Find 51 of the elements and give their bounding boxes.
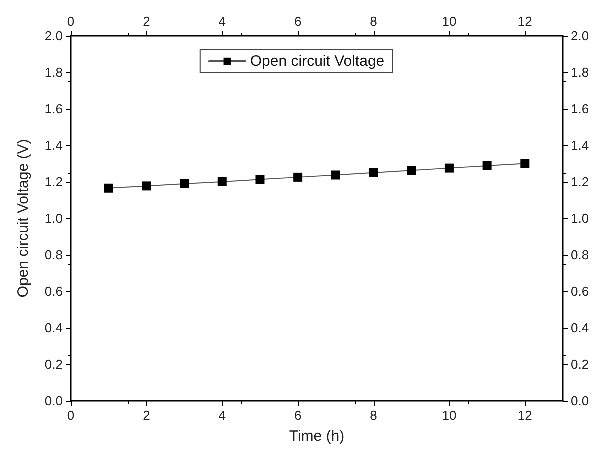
y2-tick-label: 1.6 (571, 102, 590, 116)
y2-tick-label: 0.2 (571, 357, 590, 372)
x2-tick-label: 2 (143, 14, 150, 29)
y-tick-label: 2.0 (44, 28, 63, 44)
y-tick-label: 0.4 (44, 320, 63, 336)
x-axis-title: Time (h) (289, 428, 345, 445)
y-tick-label: 0.2 (44, 357, 63, 372)
x-tick-label: 8 (370, 408, 378, 423)
point (180, 180, 190, 189)
point (142, 182, 152, 191)
y-tick-label: 1.4 (44, 138, 63, 153)
y-tick-label: 0.6 (44, 284, 63, 299)
point (218, 178, 227, 186)
point (444, 164, 454, 173)
x2-tick-label: 0 (67, 14, 75, 29)
y2-tick-label: 0.4 (571, 320, 590, 336)
y2-tick-label: 0.8 (571, 248, 590, 262)
y2-tick-label: 1.0 (571, 211, 590, 226)
y-tick-label: 0.8 (44, 248, 63, 262)
y2-tick-label: 0.6 (571, 284, 590, 299)
y2-tick-label: 2.0 (571, 28, 590, 44)
x2-tick-label: 12 (518, 14, 532, 29)
y2-tick-label: 0.0 (571, 394, 590, 408)
point (482, 161, 492, 170)
y2-tick-label: 1.8 (571, 65, 590, 80)
y-tick-label: 1.2 (44, 174, 63, 190)
point (407, 166, 416, 176)
point (520, 159, 530, 168)
y-tick-label: 1.0 (44, 211, 63, 226)
x2-tick-label: 10 (442, 14, 457, 29)
x-tick-label: 10 (442, 408, 457, 423)
y-axis-title: Open circuit Voltage (V) (15, 139, 32, 298)
x-tick-label: 4 (218, 408, 226, 423)
y-tick-label: 1.8 (44, 65, 63, 80)
point (256, 175, 265, 184)
y-tick-label: 0.0 (44, 394, 63, 408)
y-tick-label: 1.6 (44, 102, 63, 116)
x-tick-label: 0 (67, 408, 75, 423)
y2-tick-label: 1.2 (571, 174, 590, 190)
point (294, 172, 303, 182)
x2-tick-label: 6 (294, 14, 302, 29)
x-tick-label: 2 (143, 408, 150, 423)
x2-tick-label: 4 (218, 14, 226, 29)
x-tick-label: 6 (294, 408, 302, 423)
x-tick-label: 12 (518, 408, 532, 423)
point (331, 170, 340, 180)
x2-tick-label: 8 (370, 14, 378, 29)
legend-label: Open circuit Voltage (250, 53, 385, 70)
y2-tick-label: 1.4 (571, 138, 590, 153)
point (104, 184, 114, 193)
point (369, 168, 378, 178)
